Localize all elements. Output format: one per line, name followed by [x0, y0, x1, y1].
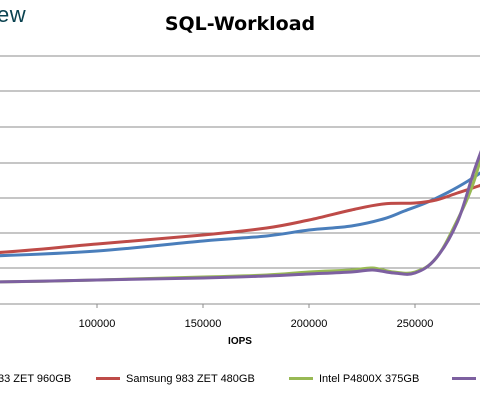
x-tick-label: 200000	[291, 318, 328, 330]
legend-swatch-3	[289, 376, 313, 380]
chart-title: SQL-Workload	[164, 13, 316, 35]
legend-label-2: Samsung 983 ZET 480GB	[126, 373, 255, 385]
gridlines	[0, 55, 480, 308]
legend-item-3: Intel P4800X 375GB	[289, 373, 419, 385]
legend-item-1: 33 ZET 960GB	[0, 373, 71, 385]
x-tick-label: 150000	[185, 318, 222, 330]
x-tick-label: 250000	[397, 318, 434, 330]
series-line-4	[0, 150, 480, 284]
legend-label-1: 33 ZET 960GB	[0, 373, 72, 385]
x-tick-labels: 0100000150000200000250000	[79, 318, 434, 330]
series-line-2	[0, 183, 480, 254]
series-lines	[0, 150, 480, 284]
legend-item-2: Samsung 983 ZET 480GB	[96, 373, 255, 385]
x-axis-title: IOPS	[228, 336, 252, 347]
legend-swatch-4	[452, 376, 476, 380]
logo-text: ew	[0, 2, 27, 27]
legend-item-4	[452, 373, 480, 385]
series-line-1	[0, 171, 480, 258]
legend-label-3: Intel P4800X 375GB	[319, 373, 420, 385]
legend-swatch-2	[96, 376, 120, 380]
x-tick-label: 100000	[79, 318, 116, 330]
